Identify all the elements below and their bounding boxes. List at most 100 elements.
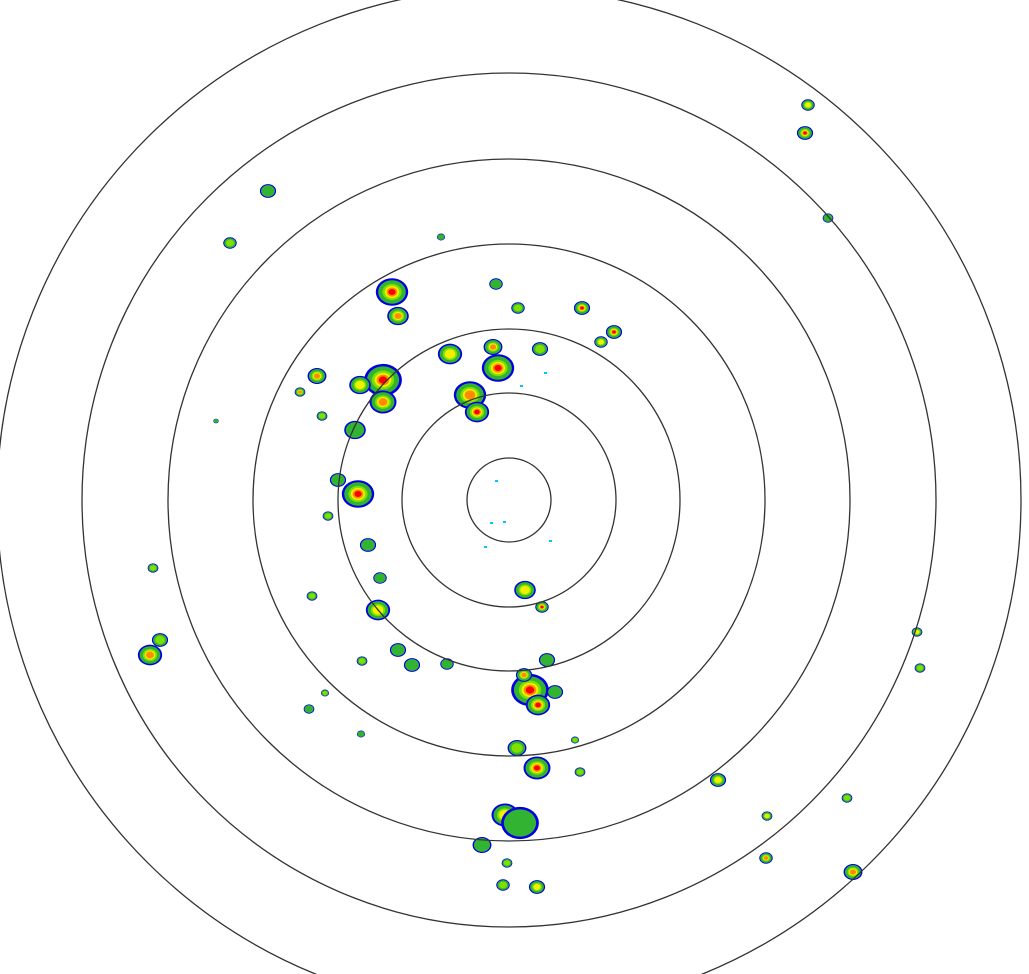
echo-layer — [405, 659, 419, 671]
echo-cell — [341, 480, 375, 508]
echo-layer — [511, 743, 523, 753]
echo-cell — [538, 653, 556, 667]
echo-layer — [149, 565, 157, 571]
echo-cell — [501, 806, 539, 840]
echo-layer — [535, 344, 545, 354]
echo-cell — [483, 338, 503, 356]
echo-layer — [378, 376, 388, 384]
echo-cell — [709, 773, 727, 787]
echo-layer — [437, 234, 445, 240]
echo-cell — [796, 126, 814, 140]
echo-cell — [574, 767, 586, 777]
echo-layer — [823, 214, 833, 222]
echo-layer — [226, 239, 234, 247]
echo-cell — [605, 325, 623, 339]
echo-layer — [843, 795, 851, 801]
echo-layer — [318, 413, 326, 419]
echo-cell — [822, 213, 834, 223]
echo-cell — [481, 354, 515, 382]
echo-cell — [523, 756, 551, 780]
echo-layer — [514, 304, 522, 312]
precipitation-echoes — [137, 99, 926, 894]
echo-cell — [573, 301, 591, 315]
echo-layer — [503, 860, 511, 866]
echo-cell — [387, 306, 409, 326]
echo-layer — [308, 593, 316, 599]
echo-cell — [316, 411, 328, 421]
echo-cell — [594, 336, 608, 348]
echo-cell — [151, 633, 169, 647]
clutter-pixel — [520, 385, 523, 387]
echo-cell — [515, 668, 533, 682]
echo-layer — [489, 344, 497, 350]
echo-layer — [145, 651, 155, 659]
echo-layer — [358, 658, 366, 664]
echo-cell — [489, 278, 503, 290]
echo-cell — [843, 863, 863, 881]
echo-layer — [490, 279, 502, 289]
echo-layer — [494, 364, 502, 372]
range-ring-1 — [466, 457, 552, 543]
echo-layer — [598, 339, 604, 345]
echo-layer — [313, 373, 321, 379]
echo-cell — [759, 852, 773, 864]
echo-layer — [916, 665, 924, 671]
echo-cell — [841, 793, 853, 803]
echo-layer — [540, 654, 554, 666]
echo-layer — [521, 672, 527, 678]
echo-layer — [525, 686, 535, 694]
echo-cell — [389, 643, 407, 657]
echo-layer — [261, 185, 275, 197]
echo-cell — [514, 580, 536, 600]
echo-layer — [576, 769, 584, 775]
echo-layer — [548, 686, 562, 698]
echo-layer — [357, 731, 365, 737]
echo-layer — [534, 765, 540, 771]
echo-layer — [378, 398, 388, 406]
clutter-pixel — [544, 372, 547, 374]
echo-cell — [375, 278, 409, 306]
echo-layer — [499, 881, 507, 889]
echo-cell — [403, 658, 421, 672]
echo-cell — [511, 302, 525, 314]
clutter-pixel — [495, 480, 498, 482]
echo-layer — [298, 390, 302, 394]
echo-cell — [356, 656, 368, 666]
echo-layer — [355, 380, 365, 390]
echo-cell — [344, 420, 366, 440]
echo-layer — [572, 737, 578, 743]
echo-layer — [764, 813, 770, 819]
echo-cell — [303, 704, 315, 714]
echo-layer — [535, 702, 541, 708]
echo-cell — [464, 401, 490, 423]
echo-layer — [374, 573, 386, 583]
clutter-pixel — [484, 546, 487, 548]
echo-layer — [304, 705, 314, 713]
echo-cell — [294, 387, 306, 397]
echo-layer — [803, 131, 807, 135]
echo-cell — [453, 381, 487, 409]
echo-layer — [331, 474, 345, 486]
echo-cell — [472, 836, 492, 854]
echo-cell — [570, 736, 580, 744]
echo-layer — [805, 102, 811, 108]
echo-layer — [354, 490, 362, 498]
clutter-pixel — [490, 522, 493, 524]
echo-cell — [496, 879, 510, 891]
echo-layer — [345, 422, 365, 438]
echo-layer — [714, 776, 722, 784]
echo-cell — [437, 343, 463, 365]
range-ring-2 — [401, 392, 617, 608]
echo-layer — [520, 585, 530, 595]
echo-cell — [147, 563, 159, 573]
range-ring-5 — [167, 158, 851, 842]
echo-cell — [320, 689, 330, 697]
echo-layer — [391, 644, 405, 656]
echo-cell — [531, 342, 549, 356]
echo-layer — [322, 690, 328, 696]
echo-cell — [306, 591, 318, 601]
echo-cell — [213, 418, 219, 424]
echo-layer — [388, 288, 396, 296]
